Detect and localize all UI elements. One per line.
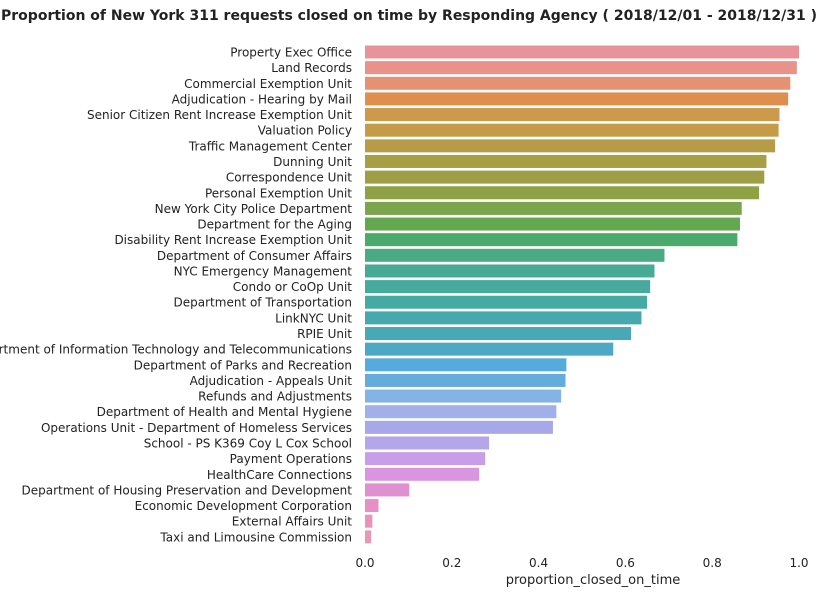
- x-tick-label: 0.2: [442, 556, 461, 570]
- bar: [365, 139, 776, 153]
- x-tick-label: 0.6: [616, 556, 635, 570]
- y-tick-label: Commercial Exemption Unit: [184, 77, 352, 91]
- bar: [365, 514, 373, 528]
- y-tick-label: Adjudication - Hearing by Mail: [172, 92, 352, 106]
- bar: [365, 217, 740, 231]
- bar: [365, 248, 665, 262]
- bar: [365, 389, 562, 403]
- y-tick-label: Refunds and Adjustments: [198, 390, 352, 404]
- y-tick-label: HealthCare Connections: [207, 468, 352, 482]
- bar: [365, 499, 379, 513]
- x-axis-ticks: 0.0 0.2 0.4 0.6 0.8 1.0: [355, 556, 808, 570]
- y-tick-label: Land Records: [271, 61, 352, 75]
- bar: [365, 373, 566, 387]
- bar: [365, 280, 651, 294]
- bar: [365, 420, 553, 434]
- bar: [365, 467, 480, 481]
- y-tick-label: Correspondence Unit: [226, 171, 352, 185]
- bar: [365, 170, 765, 184]
- y-tick-label: Department of Housing Preservation and D…: [22, 483, 353, 497]
- bar: [365, 264, 655, 278]
- bar: [365, 342, 614, 356]
- y-tick-label: Condo or CoOp Unit: [233, 280, 353, 294]
- y-tick-label: Payment Operations: [230, 452, 352, 466]
- x-tick-label: 0.4: [529, 556, 548, 570]
- chart-title: Proportion of New York 311 requests clos…: [1, 8, 817, 24]
- x-tick-label: 0.0: [355, 556, 374, 570]
- y-tick-label: Traffic Management Center: [188, 139, 352, 153]
- bar: [365, 311, 642, 325]
- bar: [365, 327, 632, 341]
- x-axis-label: proportion_closed_on_time: [506, 573, 681, 588]
- y-tick-label: Department of Information Technology and…: [0, 343, 352, 357]
- bar: [365, 154, 767, 168]
- x-tick-label: 1.0: [789, 556, 808, 570]
- y-tick-label: Valuation Policy: [258, 124, 352, 138]
- bar: [365, 45, 799, 59]
- y-tick-label: Department for the Aging: [197, 218, 352, 232]
- bars-group: [365, 45, 799, 544]
- bar: [365, 436, 490, 450]
- y-tick-label: Department of Health and Mental Hygiene: [97, 405, 352, 419]
- y-tick-label: RPIE Unit: [297, 327, 352, 341]
- x-tick-label: 0.8: [703, 556, 722, 570]
- y-tick-label: External Affairs Unit: [232, 515, 352, 529]
- y-tick-label: LinkNYC Unit: [275, 311, 352, 325]
- bar: [365, 452, 486, 466]
- bar: [365, 358, 567, 372]
- y-tick-label: Department of Consumer Affairs: [157, 249, 352, 263]
- y-tick-label: Operations Unit - Department of Homeless…: [41, 421, 352, 435]
- y-tick-label: Personal Exemption Unit: [205, 186, 352, 200]
- bar: [365, 483, 410, 497]
- y-tick-label: Dunning Unit: [273, 155, 352, 169]
- y-tick-label: Disability Rent Increase Exemption Unit: [114, 233, 352, 247]
- bar: [365, 233, 738, 247]
- y-tick-label: Economic Development Corporation: [135, 499, 352, 513]
- y-tick-label: New York City Police Department: [155, 202, 353, 216]
- y-tick-label: Department of Parks and Recreation: [134, 358, 352, 372]
- bar: [365, 92, 789, 106]
- bar: [365, 530, 372, 544]
- y-tick-label: Senior Citizen Rent Increase Exemption U…: [87, 108, 352, 122]
- bar: [365, 186, 760, 200]
- bar: [365, 295, 648, 309]
- bar: [365, 123, 779, 137]
- y-tick-label: Property Exec Office: [230, 46, 352, 60]
- bar: [365, 405, 557, 419]
- y-tick-label: School - PS K369 Coy L Cox School: [144, 437, 352, 451]
- bar: [365, 76, 791, 90]
- y-tick-label: Adjudication - Appeals Unit: [190, 374, 353, 388]
- bar: [365, 108, 780, 122]
- bar: [365, 201, 742, 215]
- bar: [365, 61, 797, 75]
- y-tick-label: Department of Transportation: [174, 296, 352, 310]
- y-tick-label: Taxi and Limousine Commission: [159, 530, 352, 544]
- y-tick-label: NYC Emergency Management: [174, 264, 353, 278]
